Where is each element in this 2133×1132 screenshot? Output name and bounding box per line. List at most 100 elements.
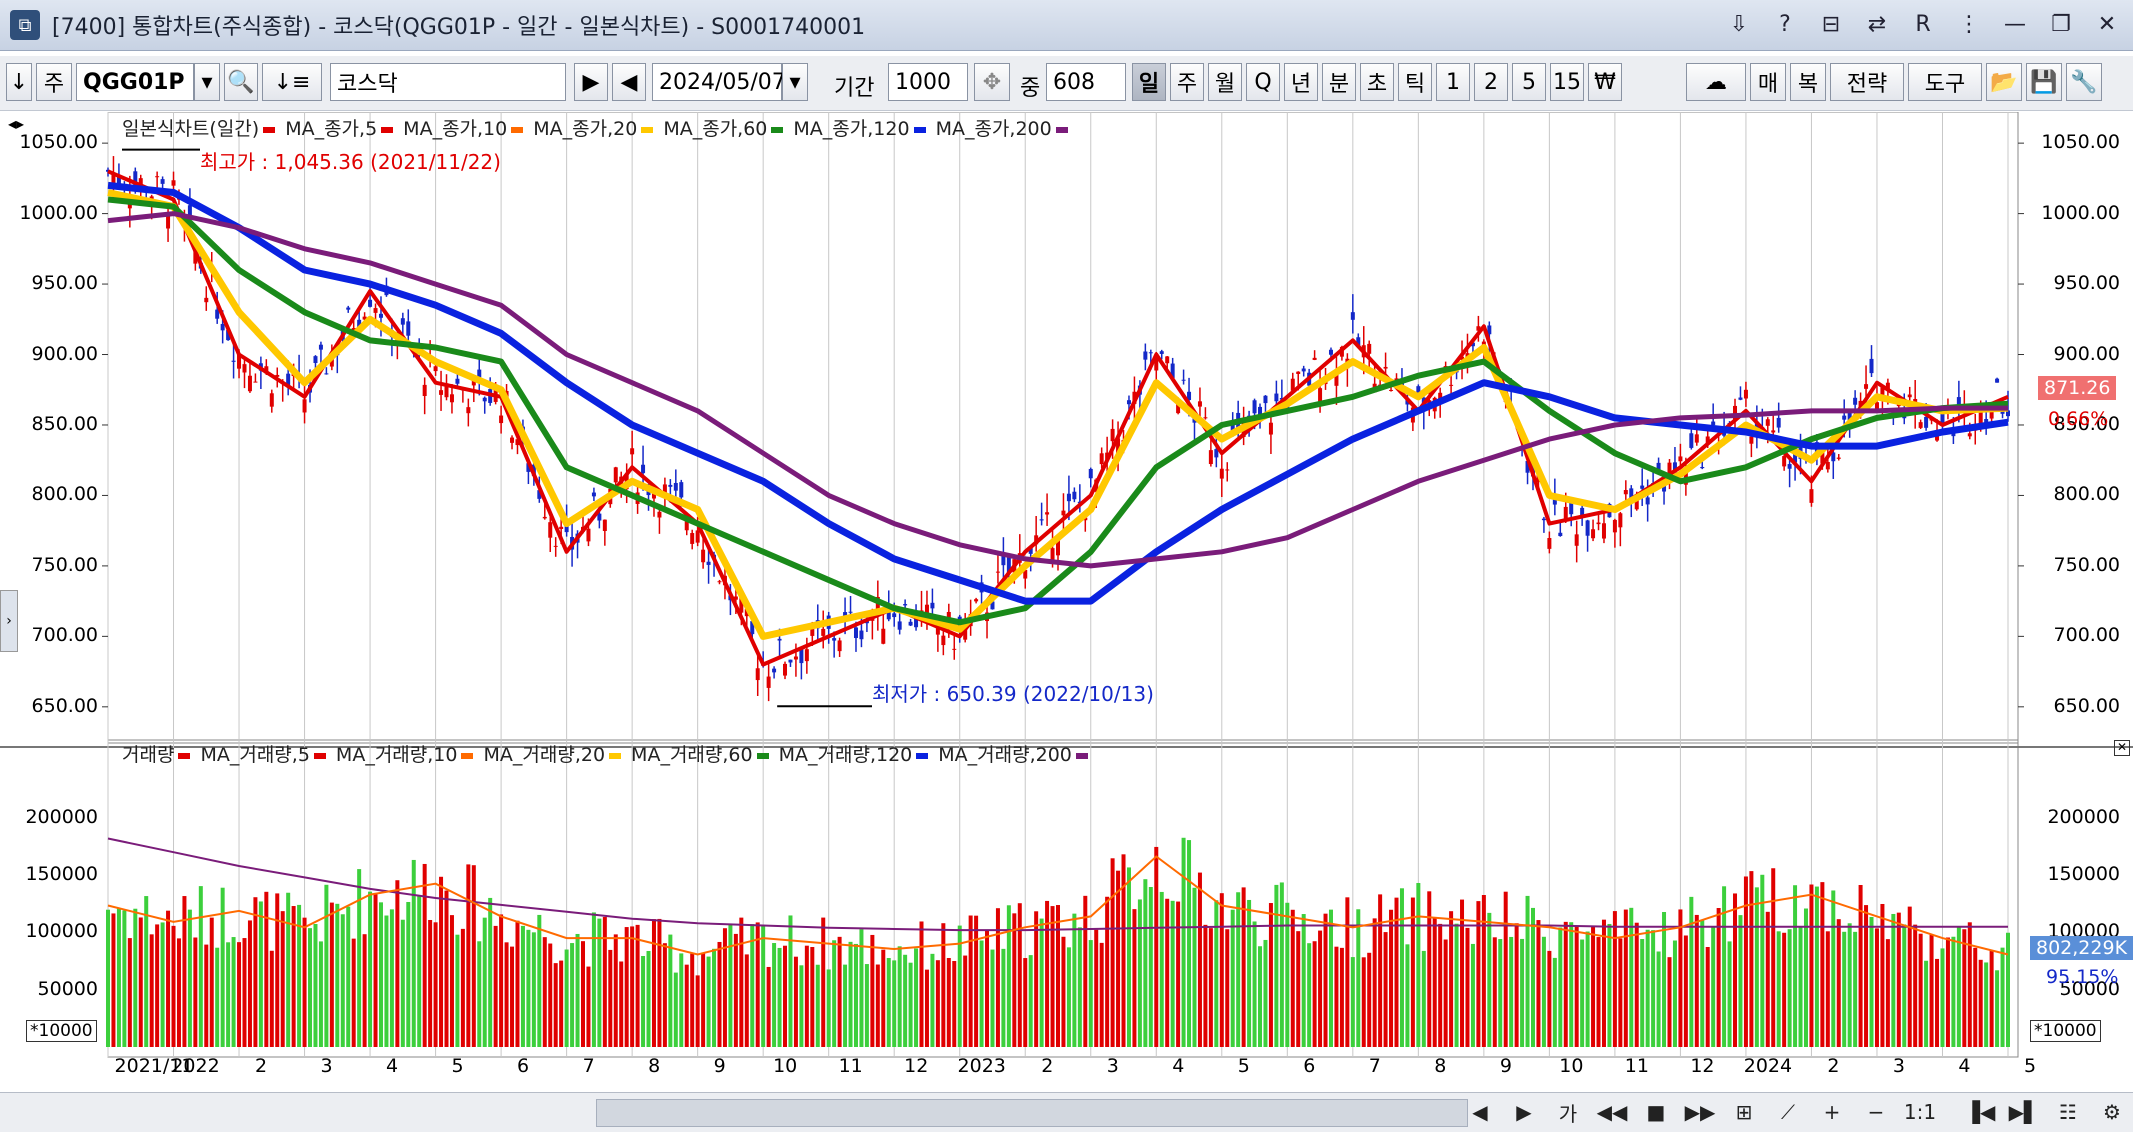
right-toolbar-button-5[interactable]: 📂: [1986, 63, 2022, 101]
candle-body: [1356, 337, 1361, 348]
window-control-5[interactable]: ⋮: [1958, 11, 1980, 37]
interval-button-4[interactable]: 년: [1284, 63, 1318, 101]
bottom-control-12[interactable]: ▶▌: [2008, 1100, 2040, 1124]
window-control-6[interactable]: —: [2004, 11, 2026, 37]
bottom-control-10[interactable]: 1:1: [1903, 1100, 1937, 1124]
interval-button-12[interactable]: ₩: [1588, 63, 1622, 101]
volume-bar: [1956, 927, 1961, 1047]
bottom-control-1[interactable]: ▶: [1516, 1100, 1532, 1124]
volume-bar: [1618, 938, 1623, 1047]
interval-button-10[interactable]: 5: [1512, 63, 1546, 101]
legend-label: MA_종가,120: [793, 118, 910, 140]
window-control-1[interactable]: ?: [1779, 11, 1791, 37]
volume-bar: [597, 918, 602, 1047]
bottom-control-0[interactable]: ◀: [1472, 1100, 1488, 1124]
volume-bar: [1847, 923, 1852, 1047]
candle-body: [406, 321, 411, 336]
bottom-control-6[interactable]: ⊞: [1735, 1100, 1753, 1124]
bottom-control-9[interactable]: −: [1867, 1100, 1885, 1124]
volume-bar: [444, 890, 449, 1047]
interval-button-9[interactable]: 2: [1474, 63, 1508, 101]
right-toolbar-button-7[interactable]: 🔧: [2066, 63, 2102, 101]
interval-button-6[interactable]: 초: [1360, 63, 1394, 101]
volume-bar: [1454, 923, 1459, 1047]
interval-button-2[interactable]: 월: [1208, 63, 1242, 101]
interval-button-7[interactable]: 틱: [1398, 63, 1432, 101]
close-icon[interactable]: ✕: [2114, 740, 2130, 756]
volume-bar: [641, 956, 646, 1047]
volume-bar: [269, 950, 274, 1047]
bottom-control-5[interactable]: ▶▶: [1684, 1100, 1716, 1124]
right-toolbar-button-4[interactable]: 도구: [1908, 63, 1982, 101]
volume-bar: [1973, 947, 1978, 1047]
candle-body: [1885, 382, 1890, 391]
candle-body: [1574, 534, 1579, 546]
name-input[interactable]: 코스닥: [330, 63, 566, 101]
interval-button-0[interactable]: 일: [1132, 63, 1166, 101]
interval-button-8[interactable]: 1: [1436, 63, 1470, 101]
date-dropdown-icon[interactable]: ▾: [782, 63, 808, 101]
bottom-control-13[interactable]: ☷: [2059, 1100, 2077, 1124]
candle-body: [930, 602, 935, 609]
volume-bar: [564, 949, 569, 1047]
bottom-control-4[interactable]: ■: [1646, 1100, 1666, 1124]
right-toolbar-button-1[interactable]: 매: [1750, 63, 1786, 101]
window-control-4[interactable]: R: [1915, 11, 1931, 37]
window-control-8[interactable]: ✕: [2097, 11, 2117, 37]
right-toolbar-button-2[interactable]: 복: [1790, 63, 1826, 101]
bottom-scrollbar[interactable]: ◀ ▶ 가 ◀◀ ■ ▶▶ ⊞ ⟋ + −1:1 ▐◀ ▶▌ ☷ ⚙: [0, 1092, 2133, 1132]
interval-button-5[interactable]: 분: [1322, 63, 1356, 101]
volume-bar: [1034, 911, 1039, 1047]
candle-body: [750, 621, 755, 635]
bottom-control-14[interactable]: ⚙: [2103, 1100, 2121, 1124]
fit-icon[interactable]: ✥: [974, 63, 1010, 101]
candle-body: [482, 397, 487, 402]
window-control-3[interactable]: ⇄: [1867, 11, 1887, 37]
next-button[interactable]: ▶: [574, 63, 608, 101]
window-control-7[interactable]: ❐: [2051, 11, 2071, 37]
chart-area[interactable]: 일본식차트(일간) MA_종가,5 MA_종가,10 MA_종가,20 MA_종가,60…: [0, 112, 2133, 1090]
legend-label: MA_거래량,5: [200, 744, 310, 766]
candle-body: [1967, 433, 1972, 437]
down-arrow-button[interactable]: ↓: [6, 63, 32, 101]
interval-button-1[interactable]: 주: [1170, 63, 1204, 101]
interval-button-11[interactable]: 15: [1550, 63, 1584, 101]
volume-bar: [1694, 914, 1699, 1047]
volume-bar: [624, 927, 629, 1047]
window-control-2[interactable]: ⊟: [1821, 11, 1841, 37]
volume-bar: [1672, 940, 1677, 1047]
volume-bar: [1061, 936, 1066, 1047]
scroll-thumb[interactable]: [596, 1099, 1468, 1127]
price-y-tick-right: 650.00: [2053, 694, 2120, 717]
volume-bar: [772, 943, 777, 1047]
period-input[interactable]: 1000: [888, 63, 968, 101]
candle-body: [133, 171, 138, 186]
volume-bar: [1558, 927, 1563, 1047]
chevron-down-icon[interactable]: ▾: [194, 63, 220, 101]
bottom-control-8[interactable]: +: [1823, 1100, 1841, 1124]
candle-body: [466, 407, 471, 414]
window-control-0[interactable]: ⇩: [1729, 11, 1749, 37]
right-toolbar-button-6[interactable]: 💾: [2026, 63, 2062, 101]
right-toolbar-button-0[interactable]: ☁: [1686, 63, 1746, 101]
bottom-control-7[interactable]: ⟋: [1781, 1100, 1795, 1124]
interval-button-3[interactable]: Q: [1246, 63, 1280, 101]
count-input[interactable]: 608: [1046, 63, 1126, 101]
price-y-tick: 850.00: [31, 412, 98, 435]
code-input[interactable]: QGG01P: [76, 63, 194, 101]
candle-body: [253, 381, 258, 383]
right-toolbar-button-3[interactable]: 전략: [1830, 63, 1904, 101]
type-button[interactable]: 주: [36, 63, 72, 101]
chart-canvas[interactable]: [0, 112, 2133, 1090]
bottom-control-2[interactable]: 가: [1558, 1101, 1578, 1126]
side-expand-tab[interactable]: ›: [0, 590, 18, 652]
sort-button[interactable]: ↓≡: [262, 63, 322, 101]
prev-button[interactable]: ◀: [612, 63, 646, 101]
volume-bar: [133, 908, 138, 1047]
candle-body: [1880, 387, 1885, 399]
bottom-control-11[interactable]: ▐◀: [1964, 1100, 1996, 1124]
bottom-control-3[interactable]: ◀◀: [1596, 1100, 1628, 1124]
panel-toggle-icon[interactable]: ◂▸: [8, 114, 25, 133]
search-icon[interactable]: 🔍: [224, 63, 258, 101]
date-input[interactable]: 2024/05/07: [652, 63, 786, 101]
